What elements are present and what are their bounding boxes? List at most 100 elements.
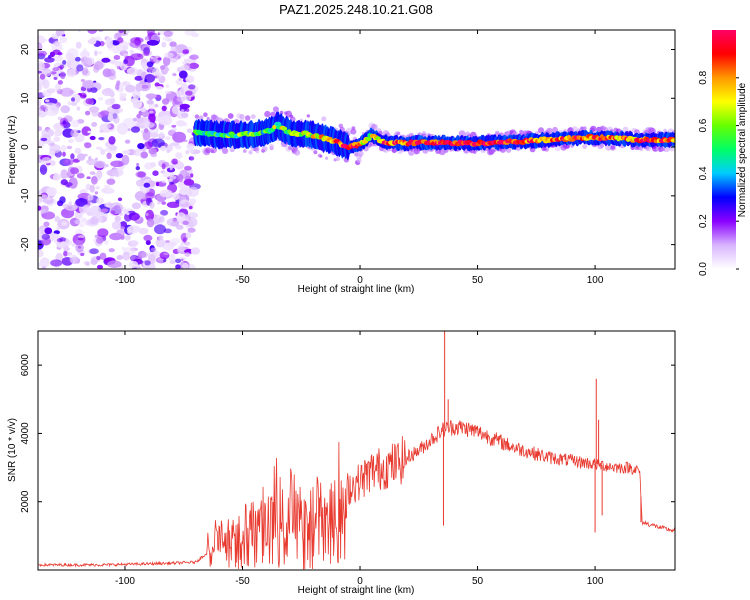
noise-blob bbox=[87, 30, 98, 34]
noise-blob bbox=[169, 181, 174, 185]
noise-blob bbox=[106, 152, 112, 160]
noise-blob bbox=[100, 208, 109, 213]
track-halo bbox=[287, 145, 293, 151]
noise-blob bbox=[43, 221, 50, 227]
track-halo bbox=[243, 149, 247, 153]
noise-blob bbox=[70, 153, 75, 160]
noise-blob bbox=[151, 138, 165, 148]
noise-blob bbox=[60, 105, 70, 114]
track-halo bbox=[194, 114, 200, 119]
noise-blob bbox=[120, 226, 126, 230]
track-halo bbox=[227, 113, 234, 119]
noise-blob bbox=[108, 145, 118, 151]
noise-blob bbox=[140, 151, 148, 159]
noise-blob bbox=[159, 131, 164, 139]
noise-blob bbox=[160, 209, 169, 216]
noise-blob bbox=[186, 263, 196, 269]
noise-blob bbox=[108, 136, 116, 145]
noise-blob bbox=[132, 89, 141, 100]
noise-blob bbox=[74, 219, 85, 225]
noise-blob bbox=[187, 227, 196, 233]
noise-blob bbox=[132, 117, 138, 122]
noise-blob bbox=[175, 152, 183, 159]
noise-blob bbox=[124, 212, 132, 222]
noise-blob bbox=[130, 126, 141, 133]
noise-blob bbox=[41, 157, 52, 164]
noise-blob bbox=[101, 57, 110, 63]
noise-blob bbox=[75, 41, 82, 49]
noise-blob bbox=[161, 41, 167, 48]
noise-blob bbox=[44, 57, 55, 63]
noise-blob bbox=[56, 226, 61, 230]
track-halo bbox=[638, 146, 644, 152]
noise-blob bbox=[107, 203, 114, 206]
noise-blob bbox=[186, 128, 193, 134]
spectrogram-x-label: Height of straight line (km) bbox=[298, 284, 415, 295]
noise-blob bbox=[178, 53, 186, 57]
noise-blob bbox=[145, 213, 149, 216]
noise-blob bbox=[169, 100, 174, 103]
noise-blob bbox=[183, 179, 195, 186]
noise-blob bbox=[84, 142, 92, 149]
noise-blob bbox=[126, 212, 130, 216]
snr-y-ticks: 2000 4000 6000 bbox=[20, 354, 675, 513]
noise-blob bbox=[77, 153, 86, 161]
noise-blob bbox=[78, 237, 84, 241]
noise-blob bbox=[61, 144, 67, 152]
chart-title: PAZ1.2025.248.10.21.G08 bbox=[279, 2, 433, 17]
spectrogram-x-tick-label: -100 bbox=[115, 275, 135, 286]
noise-blob bbox=[165, 136, 171, 141]
noise-blob bbox=[86, 176, 91, 179]
spectrogram-y-tick-label: 20 bbox=[20, 44, 31, 56]
noise-blob bbox=[122, 209, 129, 213]
noise-blob bbox=[161, 105, 167, 112]
noise-blob bbox=[183, 58, 190, 63]
noise-blob bbox=[62, 60, 67, 65]
noise-blob bbox=[104, 87, 112, 94]
noise-blob bbox=[78, 30, 81, 33]
noise-blob bbox=[118, 30, 124, 34]
track-halo bbox=[622, 126, 629, 133]
noise-blob bbox=[75, 56, 81, 62]
noise-blob bbox=[171, 193, 180, 201]
noise-blob bbox=[118, 212, 124, 216]
noise-blob bbox=[162, 56, 171, 66]
noise-blob bbox=[61, 221, 68, 227]
snr-x-tick-label: 100 bbox=[587, 576, 604, 587]
noise-blob bbox=[90, 87, 98, 93]
noise-blob bbox=[162, 170, 175, 178]
noise-blob bbox=[99, 129, 104, 133]
noise-blob bbox=[96, 237, 104, 244]
colorbar: 0.0 0.2 0.4 0.6 0.8 Normalized spectral ampl… bbox=[698, 30, 748, 276]
noise-blob bbox=[176, 212, 186, 221]
track-halo bbox=[244, 115, 251, 121]
noise-blob bbox=[166, 144, 174, 152]
noise-blob bbox=[104, 184, 110, 189]
noise-blob bbox=[172, 127, 177, 132]
noise-blob bbox=[164, 90, 172, 95]
noise-blob bbox=[113, 55, 121, 60]
noise-blob bbox=[70, 256, 79, 264]
noise-blob bbox=[171, 124, 177, 128]
track-halo bbox=[222, 147, 229, 154]
noise-blob bbox=[52, 67, 59, 72]
noise-blob bbox=[40, 137, 48, 142]
colorbar-tick-label: 0.6 bbox=[698, 118, 709, 132]
noise-blob bbox=[47, 197, 51, 201]
track-core bbox=[670, 138, 675, 143]
noise-blob bbox=[160, 145, 167, 152]
noise-blob bbox=[38, 158, 41, 163]
noise-blob bbox=[143, 121, 155, 128]
track-halo bbox=[494, 130, 500, 136]
noise-blob bbox=[90, 216, 99, 225]
noise-blob bbox=[95, 206, 100, 211]
track-halo bbox=[580, 126, 584, 130]
noise-blob bbox=[119, 95, 126, 102]
noise-blob bbox=[166, 218, 180, 227]
noise-blob bbox=[39, 194, 48, 200]
noise-blob bbox=[66, 69, 77, 78]
noise-blob bbox=[80, 252, 85, 257]
noise-blob bbox=[145, 93, 157, 99]
noise-blob bbox=[100, 110, 109, 117]
noise-blob bbox=[62, 158, 74, 166]
